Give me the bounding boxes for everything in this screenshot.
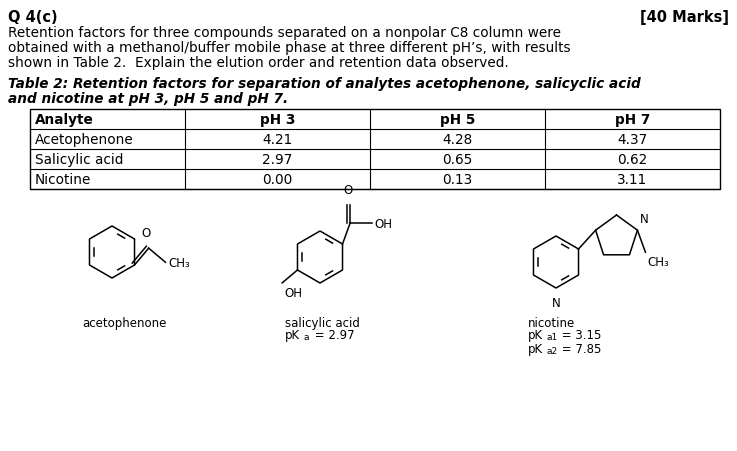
Text: 0.65: 0.65 — [442, 152, 472, 166]
Text: = 3.15: = 3.15 — [558, 328, 601, 341]
Text: Q 4(c): Q 4(c) — [8, 10, 57, 25]
Text: nicotine: nicotine — [528, 316, 576, 329]
Text: Table 2: Retention factors for separation of analytes acetophenone, salicyclic a: Table 2: Retention factors for separatio… — [8, 77, 640, 91]
Text: and nicotine at pH 3, pH 5 and pH 7.: and nicotine at pH 3, pH 5 and pH 7. — [8, 92, 288, 106]
Text: a1: a1 — [547, 332, 558, 341]
Text: obtained with a methanol/buffer mobile phase at three different pH’s, with resul: obtained with a methanol/buffer mobile p… — [8, 41, 570, 55]
Text: shown in Table 2.  Explain the elution order and retention data observed.: shown in Table 2. Explain the elution or… — [8, 56, 509, 70]
Text: 4.21: 4.21 — [262, 133, 293, 147]
Text: N: N — [640, 213, 648, 226]
Text: CH₃: CH₃ — [169, 256, 190, 269]
Text: 0.13: 0.13 — [442, 173, 472, 187]
Text: a2: a2 — [547, 346, 558, 355]
Text: 4.37: 4.37 — [618, 133, 648, 147]
Bar — [30, 110, 720, 189]
Text: O: O — [343, 184, 353, 197]
Text: pH 5: pH 5 — [440, 113, 475, 127]
Text: Analyte: Analyte — [35, 113, 94, 127]
Text: a: a — [304, 332, 310, 341]
Text: O: O — [141, 227, 150, 239]
Text: = 7.85: = 7.85 — [558, 342, 601, 355]
Text: acetophenone: acetophenone — [82, 316, 167, 329]
Text: OH: OH — [284, 286, 302, 299]
Text: pH 7: pH 7 — [615, 113, 650, 127]
Text: Nicotine: Nicotine — [35, 173, 91, 187]
Text: 0.62: 0.62 — [618, 152, 648, 166]
Text: 2.97: 2.97 — [262, 152, 293, 166]
Text: pK: pK — [285, 328, 300, 341]
Text: pH 3: pH 3 — [259, 113, 296, 127]
Text: N: N — [552, 296, 561, 309]
Text: pK: pK — [528, 342, 543, 355]
Text: 3.11: 3.11 — [618, 173, 648, 187]
Text: Salicylic acid: Salicylic acid — [35, 152, 123, 166]
Text: CH₃: CH₃ — [647, 256, 669, 269]
Text: Retention factors for three compounds separated on a nonpolar C8 column were: Retention factors for three compounds se… — [8, 26, 561, 40]
Text: = 2.97: = 2.97 — [311, 328, 354, 341]
Text: 0.00: 0.00 — [262, 173, 293, 187]
Text: salicylic acid: salicylic acid — [285, 316, 360, 329]
Text: pK: pK — [528, 328, 543, 341]
Text: Acetophenone: Acetophenone — [35, 133, 133, 147]
Text: OH: OH — [374, 217, 392, 230]
Text: [40 Marks]: [40 Marks] — [640, 10, 729, 25]
Text: 4.28: 4.28 — [442, 133, 472, 147]
